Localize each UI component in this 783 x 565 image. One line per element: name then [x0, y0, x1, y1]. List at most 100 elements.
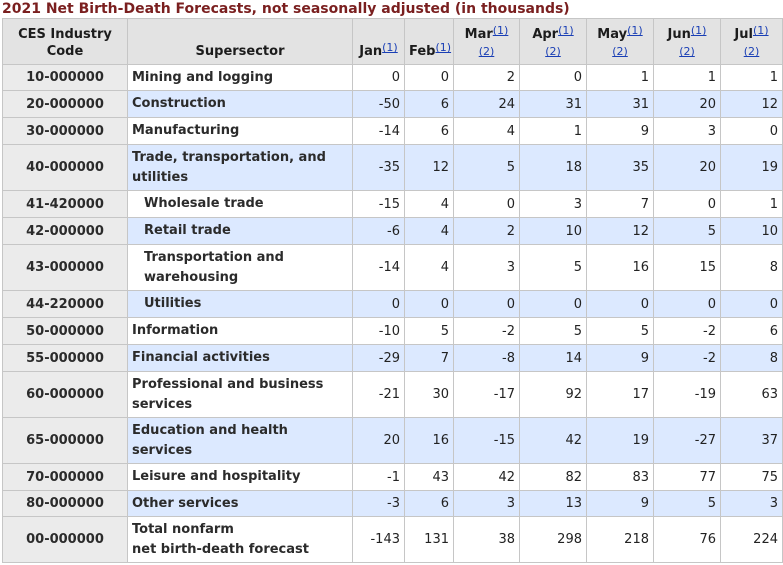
column-header-jan: Jan(1)	[352, 18, 405, 65]
month-label: Mar	[464, 27, 493, 42]
value-mar: -17	[453, 371, 520, 418]
footnote-link-1[interactable]: (1)	[752, 24, 769, 37]
value-jun: -2	[653, 344, 721, 372]
value-mar: 0	[453, 290, 520, 318]
total-label-line1: Total nonfarm	[132, 521, 234, 537]
value-may: 5	[586, 317, 654, 345]
value-may: 12	[586, 217, 654, 245]
value-jun: 76	[653, 516, 721, 563]
value-jun: 77	[653, 463, 721, 491]
value-jun: 5	[653, 490, 721, 517]
month-label: Jan	[359, 44, 383, 59]
value-feb: 0	[404, 290, 454, 318]
value-may: 7	[586, 190, 654, 218]
month-label: Jun	[667, 27, 691, 42]
month-label: Feb	[409, 44, 436, 59]
value-apr: 0	[519, 290, 587, 318]
value-jan: -35	[352, 144, 405, 191]
table-row: 60-000000 Professional and business serv…	[2, 371, 783, 418]
value-apr: 298	[519, 516, 587, 563]
footnote-link-2[interactable]: (2)	[743, 45, 760, 58]
footnote-link-1[interactable]: (1)	[627, 24, 643, 37]
value-may: 9	[586, 117, 654, 145]
value-jan: -3	[352, 490, 405, 517]
table-row: 55-000000 Financial activities -29 7 -8 …	[2, 344, 783, 372]
supersector-name: Trade, transportation, and utilities	[127, 144, 353, 191]
value-may: 9	[586, 490, 654, 517]
value-may: 0	[586, 290, 654, 318]
supersector-name: Transportation and warehousing	[127, 244, 353, 291]
value-jul: 12	[720, 90, 783, 118]
value-jun: -2	[653, 317, 721, 345]
industry-code: 50-000000	[2, 317, 128, 345]
value-jun: 0	[653, 290, 721, 318]
footnote-link-1[interactable]: (1)	[435, 41, 452, 54]
industry-code: 80-000000	[2, 490, 128, 517]
supersector-name: Education and health services	[127, 417, 353, 464]
value-mar: 2	[453, 217, 520, 245]
value-jun: 0	[653, 190, 721, 218]
value-jan: -6	[352, 217, 405, 245]
supersector-name: Construction	[127, 90, 353, 118]
value-jul: 8	[720, 344, 783, 372]
value-apr: 5	[519, 317, 587, 345]
value-may: 218	[586, 516, 654, 563]
industry-code: 30-000000	[2, 117, 128, 145]
table-row: 65-000000 Education and health services …	[2, 417, 783, 464]
table-row: 40-000000 Trade, transportation, and uti…	[2, 144, 783, 191]
value-mar: 5	[453, 144, 520, 191]
value-apr: 14	[519, 344, 587, 372]
column-header-may: May(1) (2)	[586, 18, 654, 65]
value-jan: 0	[352, 64, 405, 91]
footnote-link-2[interactable]: (2)	[679, 45, 695, 58]
value-jan: -21	[352, 371, 405, 418]
column-header-feb: Feb(1)	[404, 18, 454, 65]
value-may: 31	[586, 90, 654, 118]
footnote-link-1[interactable]: (1)	[690, 24, 707, 37]
column-header-supersector: Supersector	[127, 18, 353, 65]
value-jul: 75	[720, 463, 783, 491]
value-feb: 4	[404, 217, 454, 245]
supersector-name: Utilities	[127, 290, 353, 318]
footnote-link-2[interactable]: (2)	[478, 45, 495, 58]
industry-code: 20-000000	[2, 90, 128, 118]
value-jun: 1	[653, 64, 721, 91]
footnote-link-1[interactable]: (1)	[382, 41, 398, 54]
value-feb: 7	[404, 344, 454, 372]
value-jan: -14	[352, 117, 405, 145]
value-mar: 38	[453, 516, 520, 563]
footnote-link-1[interactable]: (1)	[558, 24, 574, 37]
value-jun: 20	[653, 90, 721, 118]
value-jun: -19	[653, 371, 721, 418]
footnote-link-2[interactable]: (2)	[612, 45, 628, 58]
value-may: 9	[586, 344, 654, 372]
value-jan: -14	[352, 244, 405, 291]
value-jun: 15	[653, 244, 721, 291]
value-feb: 6	[404, 90, 454, 118]
value-apr: 3	[519, 190, 587, 218]
table-row: 10-000000 Mining and logging 0 0 2 0 1 1…	[2, 64, 783, 91]
value-feb: 30	[404, 371, 454, 418]
value-feb: 4	[404, 190, 454, 218]
table-row: 42-000000 Retail trade -6 4 2 10 12 5 10	[2, 217, 783, 245]
industry-code: 65-000000	[2, 417, 128, 464]
footnote-link-1[interactable]: (1)	[492, 24, 509, 37]
value-jan: -143	[352, 516, 405, 563]
industry-code: 43-000000	[2, 244, 128, 291]
value-jul: 6	[720, 317, 783, 345]
month-label: May	[597, 27, 628, 42]
supersector-name: Professional and business services	[127, 371, 353, 418]
value-mar: 3	[453, 244, 520, 291]
supersector-name: Information	[127, 317, 353, 345]
value-feb: 131	[404, 516, 454, 563]
value-feb: 4	[404, 244, 454, 291]
table-row: 20-000000 Construction -50 6 24 31 31 20…	[2, 90, 783, 118]
industry-code: 10-000000	[2, 64, 128, 91]
value-jul: 1	[720, 64, 783, 91]
footnote-link-2[interactable]: (2)	[545, 45, 561, 58]
value-jul: 224	[720, 516, 783, 563]
table-row: 30-000000 Manufacturing -14 6 4 1 9 3 0	[2, 117, 783, 145]
industry-code: 44-220000	[2, 290, 128, 318]
column-header-jul: Jul(1) (2)	[720, 18, 783, 65]
supersector-name: Retail trade	[127, 217, 353, 245]
